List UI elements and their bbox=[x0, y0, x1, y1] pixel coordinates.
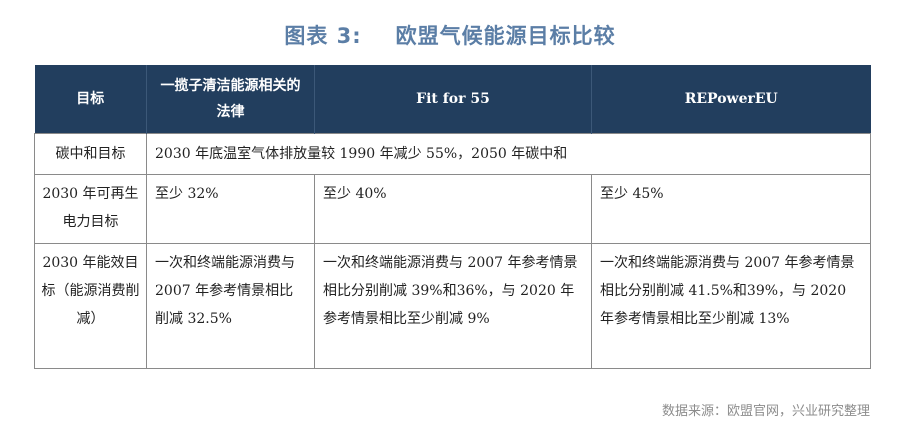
table-header-row: 目标 一揽子清洁能源相关的法律 Fit for 55 REPowerEU bbox=[34, 65, 871, 134]
table-cell: 一次和终端能源消费与 2007 年参考情景相比削减 32.5% bbox=[146, 243, 315, 369]
table-cell: 至少 40% bbox=[314, 174, 592, 244]
data-source-note: 数据来源：欧盟官网，兴业研究整理 bbox=[661, 404, 870, 419]
figure-title: 图表 3: 欧盟气候能源目标比较 bbox=[0, 20, 900, 50]
header-repowereu: REPowerEU bbox=[591, 65, 871, 134]
row-label: 2030 年能效目标（能源消费削减） bbox=[34, 243, 147, 369]
header-target: 目标 bbox=[34, 65, 147, 134]
figure-title-text: 欧盟气候能源目标比较 bbox=[395, 24, 616, 48]
table-cell: 一次和终端能源消费与 2007 年参考情景相比分别削减 39%和36%，与 20… bbox=[314, 243, 592, 369]
table-row: 2030 年可再生电力目标 至少 32% 至少 40% 至少 45% bbox=[34, 174, 871, 244]
table-cell: 至少 45% bbox=[591, 174, 871, 244]
figure-number: 图表 3: bbox=[284, 24, 362, 48]
table-cell-merged: 2030 年底温室气体排放量较 1990 年减少 55%，2050 年碳中和 bbox=[146, 133, 871, 175]
header-clean-energy-package: 一揽子清洁能源相关的法律 bbox=[146, 65, 315, 134]
row-label: 2030 年可再生电力目标 bbox=[34, 174, 147, 244]
header-fit-for-55: Fit for 55 bbox=[314, 65, 592, 134]
table-cell: 一次和终端能源消费与 2007 年参考情景相比分别削减 41.5%和39%，与 … bbox=[591, 243, 871, 369]
table-row: 2030 年能效目标（能源消费削减） 一次和终端能源消费与 2007 年参考情景… bbox=[34, 243, 871, 369]
table-cell: 至少 32% bbox=[146, 174, 315, 244]
row-label: 碳中和目标 bbox=[34, 133, 147, 175]
table-row: 碳中和目标 2030 年底温室气体排放量较 1990 年减少 55%，2050 … bbox=[34, 133, 871, 175]
comparison-table: 目标 一揽子清洁能源相关的法律 Fit for 55 REPowerEU 碳中和… bbox=[34, 65, 871, 369]
